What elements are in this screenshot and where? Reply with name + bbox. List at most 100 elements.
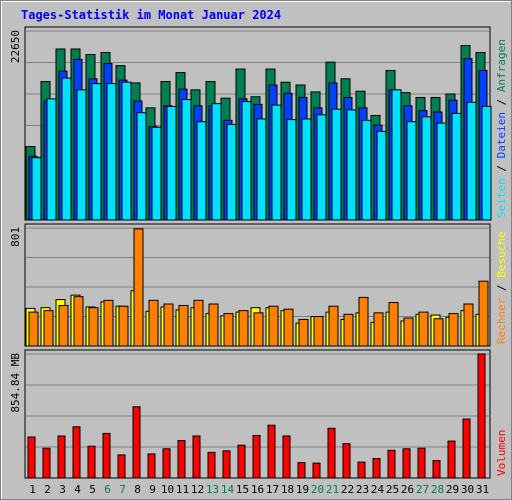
bar-volume-day-13 [207,451,216,479]
bar-sites-day-8 [133,228,144,347]
x-tick-label-8: 8 [134,483,141,496]
x-tick-label-3: 3 [59,483,66,496]
x-tick-label-11: 11 [176,483,189,496]
bar-sites-day-19 [298,318,309,347]
panel-hits-files-pages: 22650 Seiten / Dateien / Anfragen [9,26,508,221]
bar-sites-day-16 [253,312,264,347]
bar-volume-day-11 [177,440,186,479]
bar-sites-day-4 [73,296,84,347]
bar-sites-day-31 [478,280,489,347]
bar-pages-day-30 [466,101,477,221]
bar-volume-day-20 [312,462,321,479]
bar-pages-day-8 [136,112,147,221]
x-tick-label-2: 2 [44,483,51,496]
bar-pages-day-18 [286,119,297,221]
x-tick-label-20: 20 [311,483,324,496]
x-tick-label-27: 27 [416,483,429,496]
legend-visits-sites: Rechner / Besuche [495,231,508,344]
legend-volume: Volumen [495,430,508,476]
bar-pages-day-7 [121,81,132,221]
bar-volume-day-17 [267,424,276,479]
legend-separator: / [495,158,508,178]
bar-pages-day-27 [421,116,432,221]
bar-volume-day-23 [357,461,366,479]
bar-sites-day-29 [448,313,459,347]
bar-pages-day-4 [76,89,87,221]
x-axis-labels: 1 2 3 4 5 6 7 8 9 10 11 12 13 14 15 16 17 18 19 20 21 22 23 24 2… [29,483,489,496]
bar-volume-day-25 [387,449,396,479]
bar-volume-day-1 [27,436,36,479]
bar-volume-day-15 [237,444,246,479]
x-tick-label-15: 15 [236,483,249,496]
max-label-hits-files-pages: 22650 [9,30,22,63]
bar-pages-day-9 [151,126,162,221]
bar-volume-day-10 [162,448,171,479]
bar-pages-day-6 [106,83,117,221]
bar-volume-day-29 [447,440,456,479]
x-tick-label-7: 7 [119,483,126,496]
bar-pages-day-10 [166,105,177,221]
legend-entry-hits: Anfragen [495,39,508,92]
bar-volume-day-6 [102,432,111,479]
bar-sites-day-28 [433,318,444,347]
x-tick-label-23: 23 [356,483,369,496]
bar-pages-day-25 [391,89,402,221]
x-tick-label-5: 5 [89,483,96,496]
x-tick-label-29: 29 [446,483,459,496]
bar-sites-day-11 [178,304,189,347]
bar-pages-day-2 [46,98,57,221]
x-tick-label-24: 24 [371,483,385,496]
bar-volume-day-18 [282,435,291,479]
x-tick-label-1: 1 [29,483,36,496]
legend-separator: / [495,92,508,112]
legend-entry-pages: Seiten [495,178,508,218]
bar-sites-day-10 [163,303,174,347]
bar-pages-day-12 [196,121,207,221]
max-label-visits-sites: 801 [9,227,22,247]
bar-sites-day-3 [58,304,69,347]
x-tick-label-18: 18 [281,483,294,496]
x-tick-label-28: 28 [431,483,444,496]
bar-volume-day-14 [222,450,231,479]
bar-pages-day-26 [406,121,417,221]
bar-sites-day-17 [268,305,279,347]
x-tick-label-19: 19 [296,483,309,496]
bar-pages-day-13 [211,103,222,221]
x-tick-label-31: 31 [476,483,489,496]
bar-sites-day-24 [373,312,384,347]
x-tick-label-22: 22 [341,483,354,496]
bar-sites-day-26 [403,317,414,347]
bar-sites-day-2 [43,310,54,347]
x-tick-label-9: 9 [149,483,156,496]
bar-pages-day-11 [181,99,192,221]
bar-sites-day-27 [418,311,429,347]
x-tick-label-6: 6 [104,483,111,496]
bar-sites-day-5 [88,307,99,347]
legend-separator: / [495,278,508,298]
bar-volume-day-21 [327,427,336,479]
bar-volume-day-12 [192,435,201,479]
bar-pages-day-15 [241,101,252,221]
bar-pages-day-28 [436,122,447,221]
bar-volume-day-3 [57,435,66,479]
x-tick-label-16: 16 [251,483,264,496]
x-tick-label-25: 25 [386,483,399,496]
bar-pages-day-3 [61,77,72,221]
bar-volume-day-7 [117,454,126,479]
bar-volume-day-9 [147,453,156,479]
x-tick-label-30: 30 [461,483,474,496]
bar-volume-day-4 [72,426,81,479]
bar-volume-day-2 [42,447,51,479]
bar-pages-day-21 [331,108,342,221]
bar-sites-day-25 [388,302,399,347]
bar-volume-day-5 [87,445,96,479]
bar-volume-day-28 [432,460,441,479]
bar-pages-day-31 [481,105,492,221]
bar-sites-day-22 [343,313,354,347]
bar-pages-day-19 [301,118,312,221]
bar-sites-day-13 [208,303,219,347]
x-tick-label-4: 4 [74,483,81,496]
bar-sites-day-30 [463,303,474,347]
bar-volume-day-31 [477,353,486,479]
